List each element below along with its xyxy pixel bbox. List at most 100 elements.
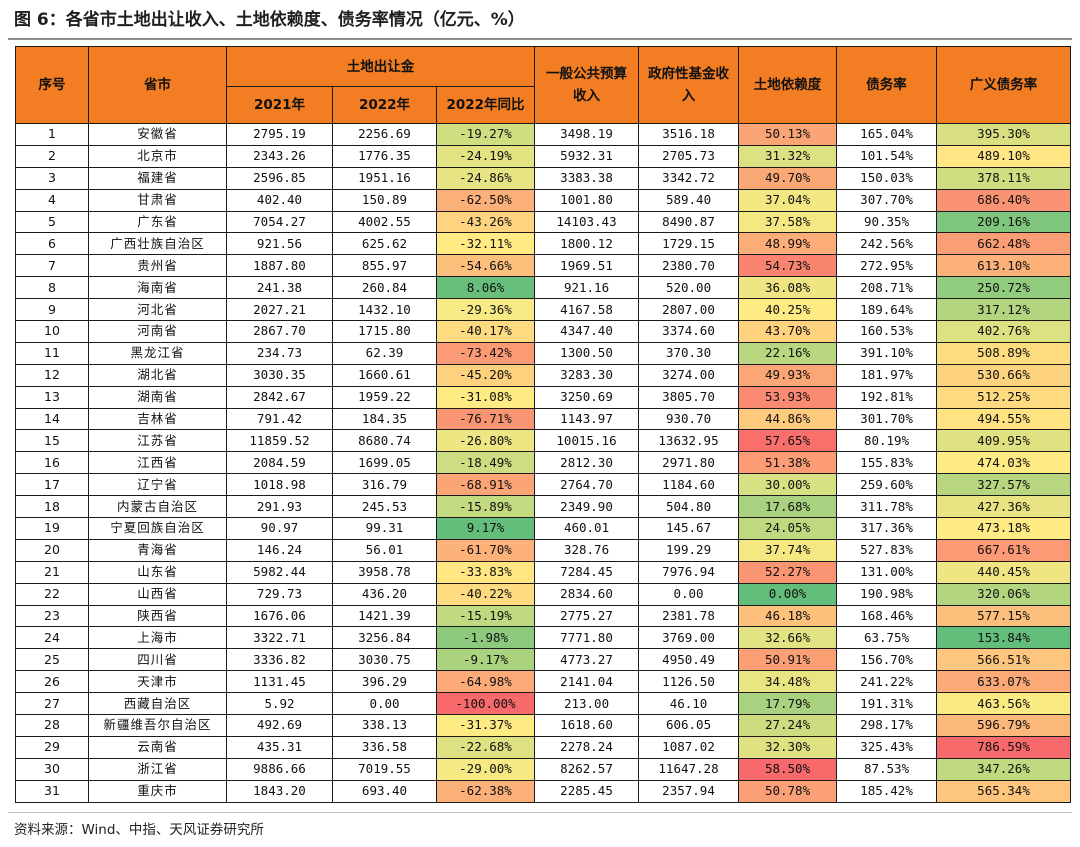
table-row: 11 黑龙江省 234.73 62.39 -73.42% 1300.50 370.30 22.… — [15, 341, 1072, 365]
cell-debt: 391.10% — [836, 341, 938, 365]
cell-dependence: 52.27% — [738, 560, 838, 584]
cell-2022: 56.01 — [332, 538, 437, 562]
cell-dependence: 50.78% — [738, 779, 838, 803]
cell-dependence: 51.38% — [738, 451, 838, 475]
cell-2021: 11859.52 — [226, 429, 333, 453]
cell-index: 11 — [15, 341, 89, 365]
cell-province: 宁夏回族自治区 — [88, 517, 227, 540]
cell-province: 河北省 — [88, 298, 227, 322]
cell-fund: 370.30 — [638, 341, 740, 365]
cell-dependence: 48.99% — [738, 232, 838, 256]
cell-broad-debt: 440.45% — [936, 560, 1072, 584]
cell-yoy: -29.00% — [435, 757, 536, 781]
cell-broad-debt: 786.59% — [936, 735, 1072, 759]
cell-debt: 272.95% — [836, 254, 938, 278]
cell-debt: 259.60% — [836, 473, 938, 497]
cell-budget: 10015.16 — [534, 429, 640, 453]
cell-debt: 242.56% — [836, 232, 938, 256]
cell-province: 广西壮族自治区 — [88, 232, 227, 256]
cell-2021: 1843.20 — [226, 779, 333, 803]
cell-budget: 7284.45 — [534, 560, 640, 584]
cell-fund: 3769.00 — [638, 626, 740, 650]
cell-2021: 2084.59 — [226, 451, 333, 475]
cell-broad-debt: 530.66% — [936, 363, 1072, 387]
cell-province: 黑龙江省 — [88, 341, 227, 365]
cell-index: 4 — [15, 188, 89, 212]
cell-dependence: 27.24% — [738, 714, 838, 737]
source-note: 资料来源：Wind、中指、天风证券研究所 — [14, 822, 264, 838]
cell-debt: 160.53% — [836, 320, 938, 343]
cell-yoy: -29.36% — [435, 298, 536, 322]
cell-yoy: -32.11% — [435, 232, 536, 256]
cell-budget: 2764.70 — [534, 473, 640, 497]
cell-dependence: 50.91% — [738, 648, 838, 672]
cell-province: 四川省 — [88, 648, 227, 672]
cell-province: 贵州省 — [88, 254, 227, 278]
cell-budget: 14103.43 — [534, 210, 640, 234]
cell-dependence: 17.79% — [738, 692, 838, 716]
cell-yoy: -64.98% — [435, 670, 536, 694]
table-row: 13 湖南省 2842.67 1959.22 -31.08% 3250.69 3805.70… — [15, 385, 1072, 409]
cell-fund: 2807.00 — [638, 298, 740, 322]
cell-budget: 4167.58 — [534, 298, 640, 322]
cell-fund: 0.00 — [638, 582, 740, 606]
cell-2022: 8680.74 — [332, 429, 437, 453]
cell-debt: 192.81% — [836, 385, 938, 409]
cell-dependence: 49.93% — [738, 363, 838, 387]
cell-yoy: -15.89% — [435, 495, 536, 519]
cell-province: 江西省 — [88, 451, 227, 475]
cell-budget: 3498.19 — [534, 123, 640, 146]
cell-broad-debt: 566.51% — [936, 648, 1072, 672]
cell-broad-debt: 409.95% — [936, 429, 1072, 453]
cell-index: 21 — [15, 560, 89, 584]
cell-index: 17 — [15, 473, 89, 497]
cell-debt: 301.70% — [836, 407, 938, 431]
cell-province: 山西省 — [88, 582, 227, 606]
cell-broad-debt: 577.15% — [936, 604, 1072, 628]
cell-debt: 168.46% — [836, 604, 938, 628]
cell-debt: 307.70% — [836, 188, 938, 212]
cell-broad-debt: 402.76% — [936, 320, 1072, 343]
cell-2022: 855.97 — [332, 254, 437, 278]
cell-index: 1 — [15, 123, 89, 146]
cell-province: 内蒙古自治区 — [88, 495, 227, 519]
cell-2022: 1421.39 — [332, 604, 437, 628]
cell-debt: 208.71% — [836, 276, 938, 300]
cell-province: 上海市 — [88, 626, 227, 650]
cell-fund: 2380.70 — [638, 254, 740, 278]
cell-broad-debt: 347.26% — [936, 757, 1072, 781]
cell-broad-debt: 596.79% — [936, 714, 1072, 737]
table-row: 16 江西省 2084.59 1699.05 -18.49% 2812.30 2971.80… — [15, 451, 1072, 475]
cell-debt: 191.31% — [836, 692, 938, 716]
cell-2022: 1776.35 — [332, 144, 437, 168]
cell-dependence: 36.08% — [738, 276, 838, 300]
table-row: 28 新疆维吾尔自治区 492.69 338.13 -31.37% 1618.60 606.… — [15, 714, 1072, 737]
cell-province: 海南省 — [88, 276, 227, 300]
table-row: 14 吉林省 791.42 184.35 -76.71% 1143.97 930.70 44.… — [15, 407, 1072, 431]
cell-2021: 234.73 — [226, 341, 333, 365]
cell-fund: 46.10 — [638, 692, 740, 716]
title-divider — [8, 38, 1072, 40]
cell-2022: 316.79 — [332, 473, 437, 497]
cell-dependence: 0.00% — [738, 582, 838, 606]
cell-debt: 325.43% — [836, 735, 938, 759]
cell-2022: 4002.55 — [332, 210, 437, 234]
cell-budget: 1300.50 — [534, 341, 640, 365]
cell-yoy: -31.08% — [435, 385, 536, 409]
header-fund: 政府性基金收入 — [638, 46, 740, 124]
cell-broad-debt: 613.10% — [936, 254, 1072, 278]
cell-yoy: -9.17% — [435, 648, 536, 672]
header-land-group: 土地出让金 — [225, 46, 536, 87]
table-row: 20 青海省 146.24 56.01 -61.70% 328.76 199.29 37.74… — [15, 538, 1072, 562]
cell-2021: 791.42 — [226, 407, 333, 431]
cell-fund: 3516.18 — [638, 123, 740, 146]
cell-fund: 7976.94 — [638, 560, 740, 584]
cell-2022: 1715.80 — [332, 320, 437, 343]
cell-debt: 298.17% — [836, 714, 938, 737]
figure-title: 图 6：各省市土地出让收入、土地依赖度、债务率情况（亿元、%） — [14, 10, 525, 30]
cell-broad-debt: 508.89% — [936, 341, 1072, 365]
cell-fund: 930.70 — [638, 407, 740, 431]
cell-index: 13 — [15, 385, 89, 409]
cell-budget: 3283.30 — [534, 363, 640, 387]
cell-dependence: 46.18% — [738, 604, 838, 628]
